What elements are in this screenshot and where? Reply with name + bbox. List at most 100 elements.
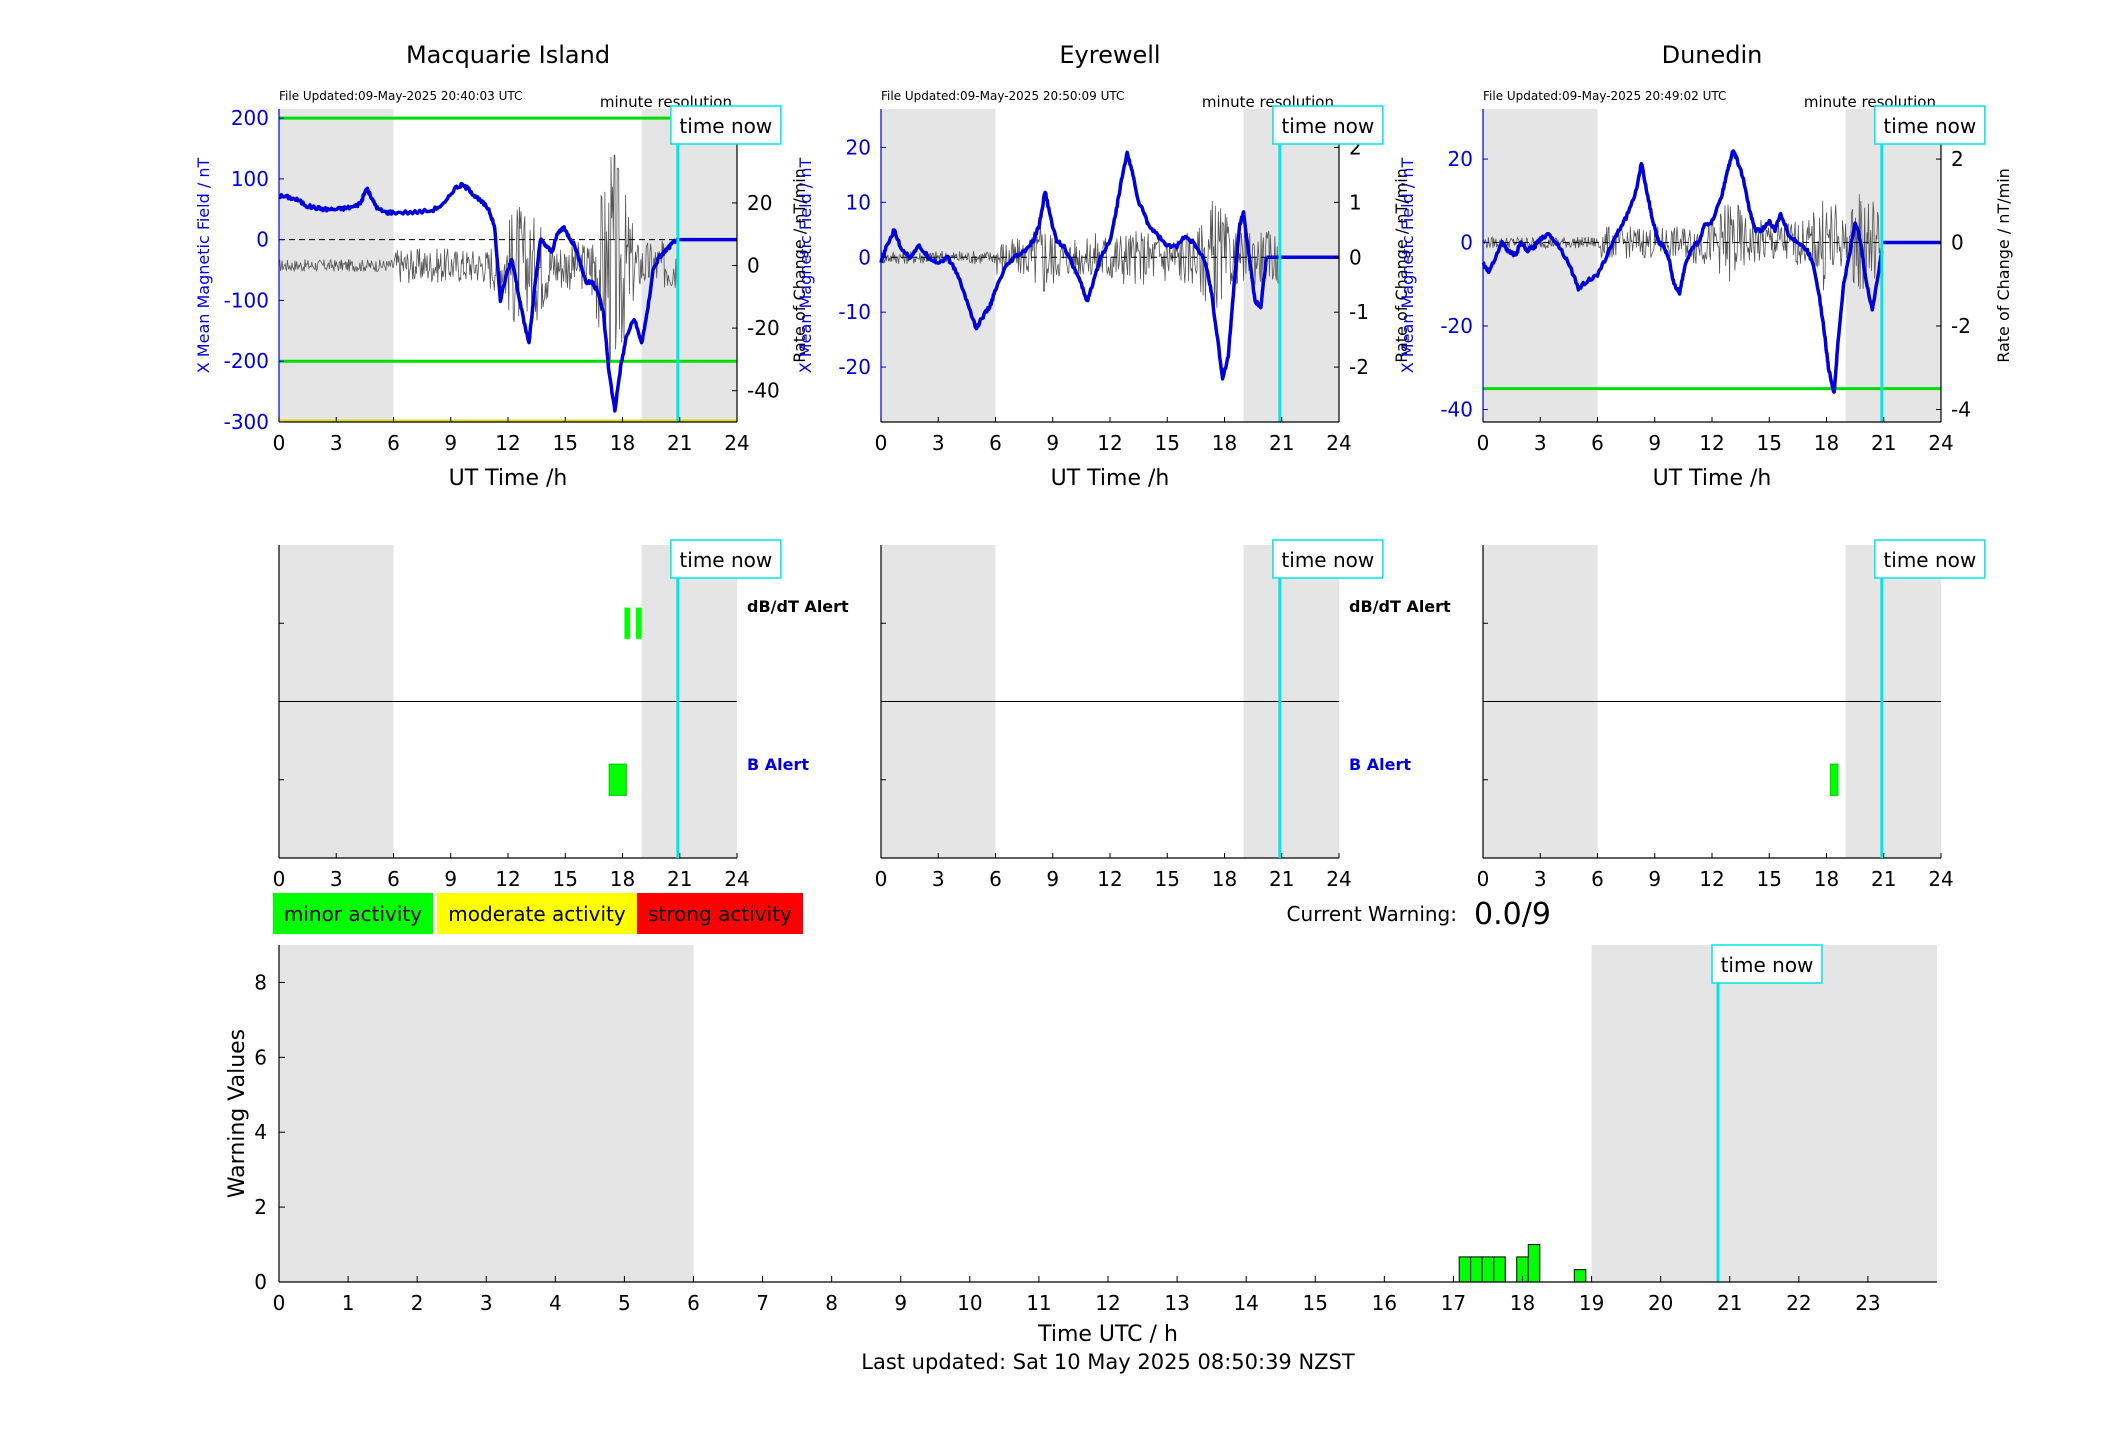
station-title: Eyrewell <box>1059 41 1160 69</box>
x-tick-label: 24 <box>724 431 749 455</box>
x-tick-label: 15 <box>1757 431 1782 455</box>
warning-y-tick-label: 0 <box>254 1270 267 1294</box>
x-tick-label: 9 <box>444 431 457 455</box>
alert-x-tick-label: 24 <box>724 867 749 891</box>
last-updated-footer: Last updated: Sat 10 May 2025 08:50:39 N… <box>861 1350 1355 1374</box>
right-tick-label: 0 <box>1349 245 1362 269</box>
alert-x-tick-label: 0 <box>875 867 888 891</box>
alert-x-tick-label: 6 <box>387 867 400 891</box>
b-alert-label: B Alert <box>747 755 809 774</box>
x-tick-label: 21 <box>667 431 692 455</box>
alert-x-tick-label: 0 <box>273 867 286 891</box>
alert-x-tick-label: 9 <box>1046 867 1059 891</box>
warning-y-tick-label: 4 <box>254 1120 267 1144</box>
x-tick-label: 6 <box>1591 431 1604 455</box>
warning-x-tick-label: 10 <box>957 1291 982 1315</box>
x-tick-label: 0 <box>875 431 888 455</box>
warning-bar <box>1527 1244 1541 1283</box>
x-tick-label: 12 <box>1097 431 1122 455</box>
db-dt-alert-bar <box>635 607 642 639</box>
left-axis-label: X Mean Magnetic Field / nT <box>1398 158 1417 374</box>
warning-x-tick-label: 13 <box>1164 1291 1189 1315</box>
warning-x-tick-label: 15 <box>1303 1291 1328 1315</box>
alert-x-tick-label: 9 <box>444 867 457 891</box>
legend-label: strong activity <box>648 902 792 926</box>
right-tick-label: 0 <box>1951 231 1964 255</box>
x-axis-label: UT Time /h <box>1051 466 1170 491</box>
time-now-box <box>1874 105 1986 145</box>
legend-swatch-strong <box>637 893 803 934</box>
right-tick-label: -2 <box>1349 355 1369 379</box>
alert-x-tick-label: 3 <box>330 867 343 891</box>
x-tick-label: 15 <box>1155 431 1180 455</box>
time-now-box <box>670 539 782 579</box>
warning-y-label: Warning Values <box>225 1029 250 1198</box>
b-alert-bar <box>1829 763 1839 796</box>
db-dt-alert-bar <box>624 607 631 639</box>
x-tick-label: 18 <box>1212 431 1237 455</box>
time-now-box <box>670 105 782 145</box>
left-tick-label: 10 <box>846 190 871 214</box>
alert-x-tick-label: 18 <box>610 867 635 891</box>
warning-x-tick-label: 11 <box>1026 1291 1051 1315</box>
warning-bar <box>1481 1256 1495 1283</box>
left-tick-label: 0 <box>1460 231 1473 255</box>
legend-swatch-moderate <box>437 893 637 934</box>
time-now-label: time now <box>1883 548 1976 572</box>
left-tick-label: 0 <box>256 228 269 252</box>
night-shade <box>1483 109 1598 422</box>
x-axis-label: UT Time /h <box>449 466 568 491</box>
night-shade <box>881 109 996 422</box>
alert-x-tick-label: 12 <box>495 867 520 891</box>
warning-bar <box>1573 1269 1587 1283</box>
left-tick-label: -100 <box>224 288 269 312</box>
file-updated-text: File Updated:09-May-2025 20:50:09 UTC <box>881 89 1124 103</box>
alert-x-tick-label: 21 <box>667 867 692 891</box>
x-tick-label: 18 <box>610 431 635 455</box>
x-tick-label: 12 <box>495 431 520 455</box>
x-tick-label: 21 <box>1871 431 1896 455</box>
alert-plot: 0 3 6 9 12 15 18 21 24 time now dB/dT Alert B Alert <box>875 539 1451 891</box>
warning-x-tick-label: 7 <box>756 1291 769 1315</box>
alert-plot: 0 3 6 9 12 15 18 21 24 time now dB/dT Alert B Alert <box>273 539 849 891</box>
right-tick-label: -4 <box>1951 397 1971 421</box>
file-updated-text: File Updated:09-May-2025 20:49:02 UTC <box>1483 89 1726 103</box>
x-tick-label: 9 <box>1046 431 1059 455</box>
left-tick-label: 200 <box>231 106 269 130</box>
time-now-label: time now <box>679 114 772 138</box>
x-tick-label: 6 <box>989 431 1002 455</box>
left-tick-label: 20 <box>846 135 871 159</box>
magnetic-field-line <box>278 181 678 413</box>
warning-x-tick-label: 21 <box>1717 1291 1742 1315</box>
station-title: Dunedin <box>1662 41 1763 69</box>
right-tick-label: 20 <box>747 191 772 215</box>
alert-x-tick-label: 15 <box>1757 867 1782 891</box>
warning-y-tick-label: 6 <box>254 1045 267 1069</box>
time-now-label: time now <box>1281 548 1374 572</box>
right-tick-label: -20 <box>747 316 780 340</box>
left-tick-label: -10 <box>838 300 871 324</box>
alert-x-tick-label: 18 <box>1814 867 1839 891</box>
alert-x-tick-label: 12 <box>1097 867 1122 891</box>
time-now-label: time now <box>679 548 772 572</box>
left-tick-label: -200 <box>224 349 269 373</box>
warning-bar <box>1470 1256 1483 1283</box>
warning-x-tick-label: 6 <box>687 1291 700 1315</box>
right-tick-label: 1 <box>1349 190 1362 214</box>
alert-x-tick-label: 3 <box>932 867 945 891</box>
time-now-label: time now <box>1281 114 1374 138</box>
warning-x-tick-label: 23 <box>1855 1291 1880 1315</box>
night-shade <box>1845 109 1941 422</box>
warning-y-tick-label: 2 <box>254 1195 267 1219</box>
warning-bar <box>1458 1256 1472 1283</box>
warning-x-label: Time UTC / h <box>1037 1322 1178 1347</box>
time-now-box <box>1711 944 1823 984</box>
left-tick-label: 20 <box>1448 147 1473 171</box>
alert-x-tick-label: 21 <box>1871 867 1896 891</box>
alert-x-tick-label: 9 <box>1648 867 1661 891</box>
